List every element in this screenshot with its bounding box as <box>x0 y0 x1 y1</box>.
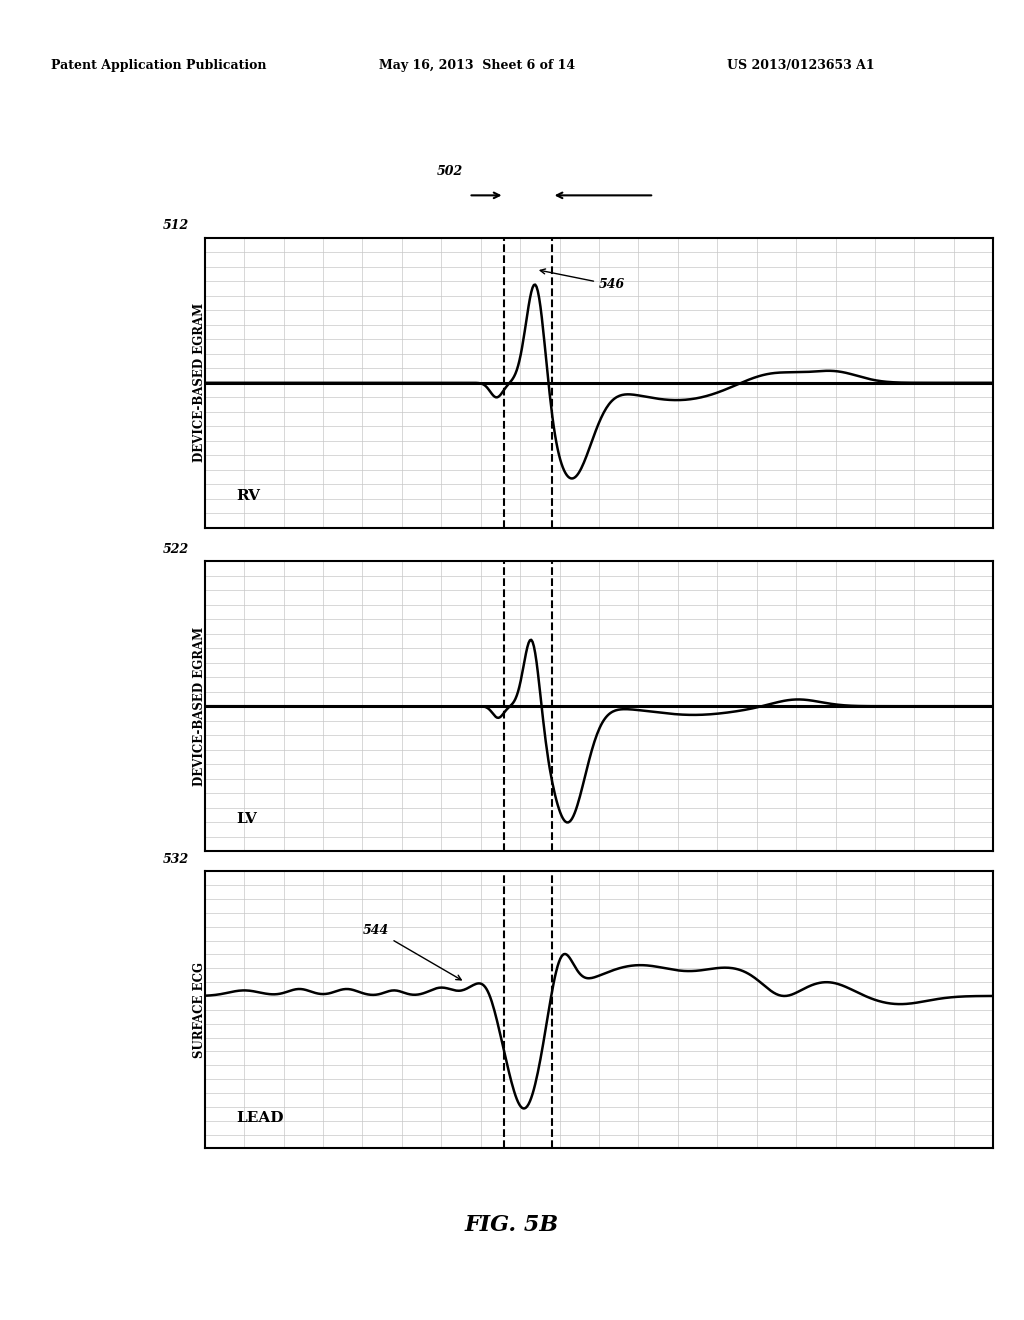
Text: 512: 512 <box>163 219 189 232</box>
Text: RV: RV <box>237 488 260 503</box>
Text: LEAD: LEAD <box>237 1111 284 1125</box>
Text: US 2013/0123653 A1: US 2013/0123653 A1 <box>727 59 874 73</box>
Text: FIG. 5B: FIG. 5B <box>465 1214 559 1236</box>
Y-axis label: SURFACE ECG: SURFACE ECG <box>193 962 206 1057</box>
Text: 532: 532 <box>163 853 189 866</box>
Text: May 16, 2013  Sheet 6 of 14: May 16, 2013 Sheet 6 of 14 <box>379 59 575 73</box>
Text: 522: 522 <box>163 543 189 556</box>
Text: 546: 546 <box>541 269 626 292</box>
Text: 502: 502 <box>437 165 464 178</box>
Text: LV: LV <box>237 812 257 826</box>
Text: Patent Application Publication: Patent Application Publication <box>51 59 266 73</box>
Y-axis label: DEVICE-BASED EGRAM: DEVICE-BASED EGRAM <box>193 627 206 785</box>
Text: 544: 544 <box>362 924 461 979</box>
Y-axis label: DEVICE-BASED EGRAM: DEVICE-BASED EGRAM <box>193 304 206 462</box>
